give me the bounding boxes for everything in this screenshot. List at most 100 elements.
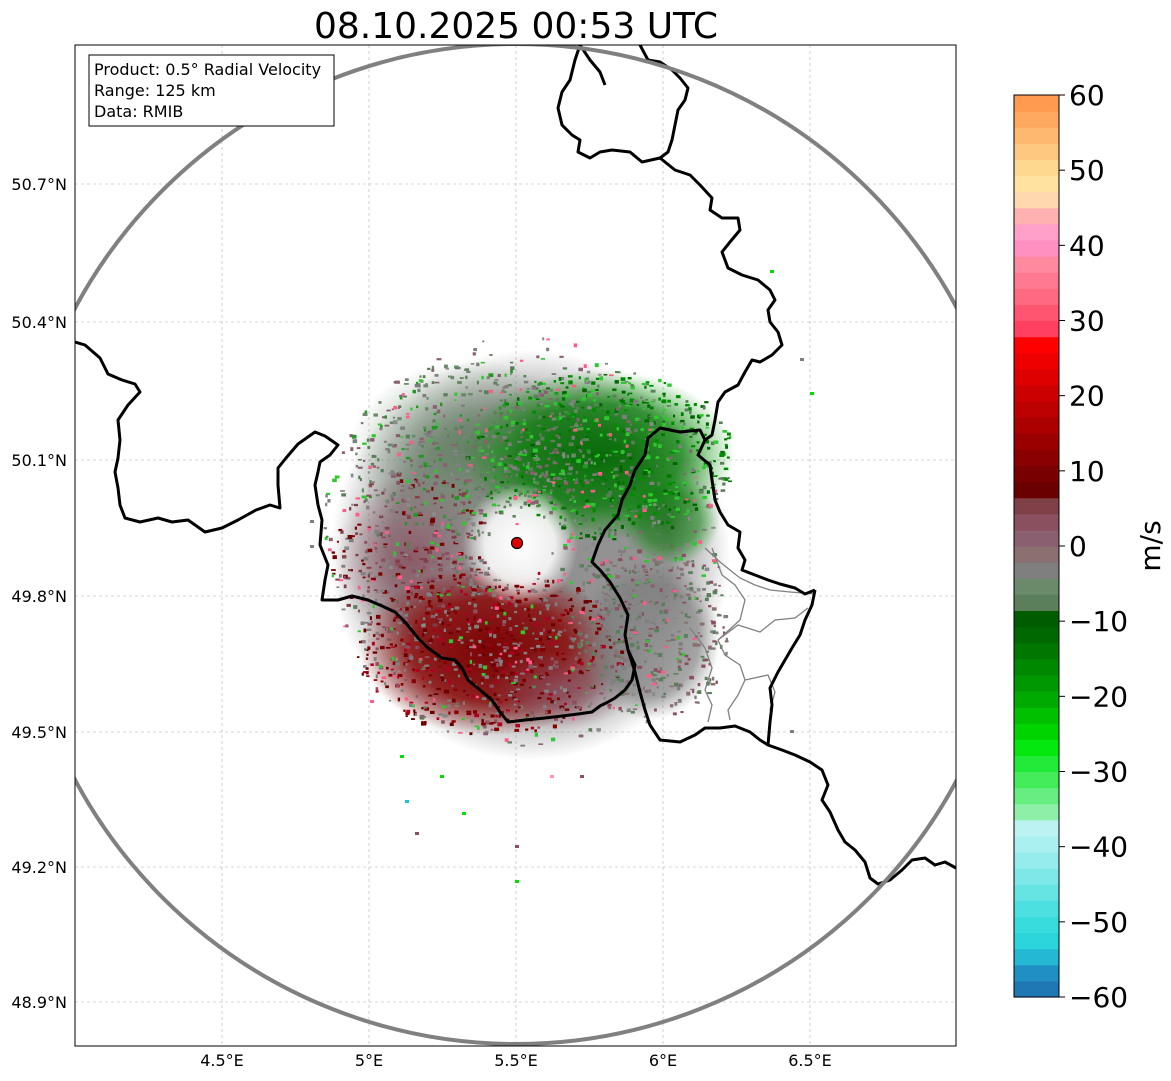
- echo-pixel: [402, 616, 407, 620]
- echo-pixel: [602, 497, 607, 500]
- echo-pixel: [542, 489, 546, 491]
- echo-pixel: [583, 596, 587, 600]
- echo-pixel: [390, 670, 395, 672]
- echo-pixel: [481, 722, 486, 726]
- echo-pixel: [430, 555, 434, 559]
- echo-pixel: [495, 712, 500, 715]
- echo-pixel: [367, 574, 370, 578]
- echo-pixel: [677, 450, 681, 453]
- echo-pixel: [467, 536, 470, 539]
- echo-pixel: [517, 440, 522, 443]
- echo-pixel: [535, 398, 540, 400]
- echo-pixel: [492, 466, 497, 468]
- echo-pixel: [591, 408, 597, 411]
- echo-pixel: [439, 563, 443, 567]
- echo-pixel: [519, 505, 523, 509]
- echo-pixel: [663, 414, 666, 419]
- echo-pixel: [488, 389, 493, 393]
- echo-pixel: [544, 429, 548, 432]
- echo-pixel: [497, 675, 500, 680]
- echo-pixel: [551, 435, 554, 438]
- echo-pixel: [629, 423, 633, 426]
- echo-pixel: [357, 466, 363, 469]
- echo-pixel: [457, 512, 462, 516]
- echo-pixel: [418, 504, 424, 508]
- echo-pixel: [605, 573, 611, 576]
- echo-pixel: [790, 730, 794, 733]
- echo-pixel: [522, 428, 528, 431]
- echo-pixel: [473, 348, 477, 352]
- echo-pixel: [534, 500, 539, 504]
- echo-pixel: [592, 604, 598, 608]
- echo-pixel: [561, 397, 566, 401]
- colorbar-tick-label: −30: [1069, 756, 1128, 789]
- echo-pixel: [465, 509, 469, 512]
- echo-pixel: [447, 434, 450, 438]
- echo-pixel: [571, 435, 575, 440]
- echo-pixel: [569, 426, 574, 428]
- echo-pixel: [443, 714, 449, 718]
- echo-pixel: [623, 548, 626, 553]
- echo-pixel: [553, 426, 558, 429]
- echo-pixel: [686, 691, 691, 696]
- echo-pixel: [393, 619, 396, 622]
- echo-pixel: [481, 482, 485, 486]
- echo-pixel: [361, 488, 364, 493]
- echo-pixel: [562, 391, 567, 395]
- echo-pixel: [449, 618, 452, 622]
- echo-pixel: [700, 655, 705, 658]
- echo-pixel: [544, 689, 549, 693]
- echo-pixel: [580, 639, 584, 642]
- echo-pixel: [678, 668, 682, 671]
- echo-pixel: [677, 511, 680, 514]
- echo-pixel: [575, 471, 579, 474]
- echo-pixel: [575, 536, 578, 539]
- echo-pixel: [478, 532, 481, 537]
- echo-pixel: [460, 573, 466, 576]
- echo-pixel: [419, 437, 424, 440]
- echo-pixel: [481, 719, 484, 723]
- echo-pixel: [600, 654, 604, 659]
- echo-pixel: [446, 590, 451, 592]
- echo-pixel: [528, 664, 533, 669]
- echo-pixel: [572, 716, 575, 721]
- echo-pixel: [490, 714, 495, 718]
- echo-pixel: [724, 478, 729, 481]
- echo-pixel: [581, 671, 584, 675]
- echo-pixel: [477, 436, 481, 440]
- echo-pixel: [632, 683, 637, 687]
- echo-pixel: [564, 467, 569, 470]
- echo-pixel: [504, 373, 507, 377]
- echo-pixel: [663, 394, 666, 398]
- echo-pixel: [620, 459, 625, 463]
- echo-pixel: [637, 549, 642, 554]
- echo-pixel: [534, 454, 538, 457]
- echo-pixel: [410, 407, 413, 411]
- echo-pixel: [538, 637, 543, 641]
- echo-pixel: [490, 661, 494, 663]
- echo-pixel: [430, 519, 435, 523]
- echo-pixel: [466, 712, 472, 716]
- echo-pixel: [710, 620, 713, 622]
- echo-pixel: [571, 406, 576, 408]
- colorbar-band: [1014, 223, 1059, 241]
- echo-pixel: [650, 428, 655, 431]
- echo-pixel: [664, 645, 668, 649]
- echo-pixel: [428, 601, 431, 606]
- echo-pixel: [662, 504, 665, 507]
- echo-pixel: [576, 406, 580, 410]
- echo-pixel: [487, 567, 490, 570]
- echo-pixel: [605, 587, 610, 589]
- echo-pixel: [553, 700, 557, 704]
- echo-pixel: [466, 371, 471, 373]
- echo-pixel: [423, 559, 429, 563]
- echo-pixel: [573, 428, 578, 432]
- echo-pixel: [557, 402, 562, 406]
- echo-pixel: [391, 497, 394, 501]
- echo-pixel: [413, 512, 418, 517]
- echo-pixel: [569, 581, 573, 584]
- echo-pixel: [679, 595, 685, 598]
- echo-pixel: [552, 594, 557, 597]
- echo-pixel: [648, 632, 652, 634]
